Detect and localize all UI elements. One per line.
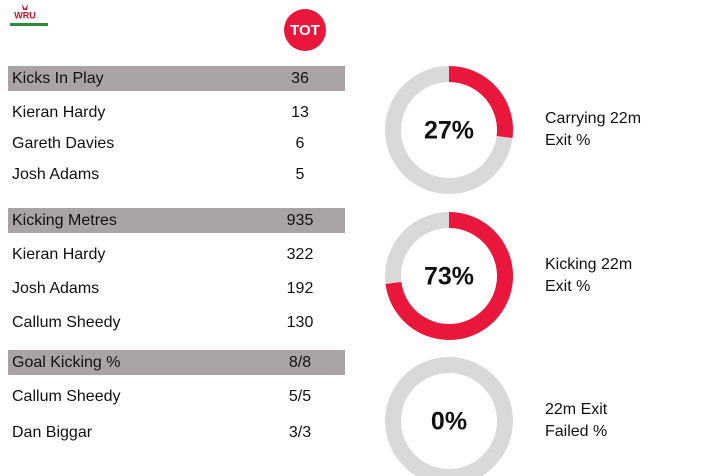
donut-value: 73% xyxy=(424,263,474,291)
row-value: 13 xyxy=(291,104,309,121)
row-value: 6 xyxy=(296,135,305,152)
section-header-bg xyxy=(8,350,345,375)
row-label: Callum Sheedy xyxy=(12,388,121,405)
donut-caption: 22m Exit xyxy=(545,401,608,418)
donut-arc xyxy=(385,212,513,340)
donut-track xyxy=(385,357,513,476)
section-header-value: 8/8 xyxy=(289,354,311,371)
section-header-bg xyxy=(8,66,345,91)
row-label: Dan Biggar xyxy=(12,424,93,441)
row-label: Josh Adams xyxy=(12,166,99,183)
team-badge xyxy=(284,9,326,51)
row-value: 322 xyxy=(287,246,314,263)
donut-caption: Carrying 22m xyxy=(545,110,641,127)
donut-caption: Exit % xyxy=(545,132,590,149)
row-label: Josh Adams xyxy=(12,280,99,297)
donut-value: 27% xyxy=(424,117,474,145)
row-label: Kieran Hardy xyxy=(12,246,105,263)
donut-caption: Exit % xyxy=(545,278,590,295)
section-header-label: Goal Kicking % xyxy=(12,354,121,371)
row-value: 130 xyxy=(287,314,314,331)
section-header-value: 935 xyxy=(287,212,314,229)
section-header-label: Kicks In Play xyxy=(12,70,104,87)
row-value: 192 xyxy=(287,280,314,297)
donut-value: 0% xyxy=(431,408,467,436)
section-header-value: 36 xyxy=(291,70,309,87)
row-value: 3/3 xyxy=(289,424,311,441)
logo-bar xyxy=(10,23,48,26)
row-label: Kieran Hardy xyxy=(12,104,105,121)
logo-feathers xyxy=(22,4,28,10)
team-label: TOT xyxy=(290,22,320,39)
section-header-label: Kicking Metres xyxy=(12,212,117,229)
row-value: 5 xyxy=(296,166,305,183)
donut-arc xyxy=(448,66,513,139)
logo: WRU xyxy=(10,4,48,26)
logo-text: WRU xyxy=(14,10,36,20)
row-value: 5/5 xyxy=(289,388,311,405)
donut-caption: Kicking 22m xyxy=(545,256,632,273)
section-header-bg xyxy=(8,208,345,233)
donut-caption: Failed % xyxy=(545,423,607,440)
row-label: Gareth Davies xyxy=(12,135,114,152)
row-label: Callum Sheedy xyxy=(12,314,121,331)
